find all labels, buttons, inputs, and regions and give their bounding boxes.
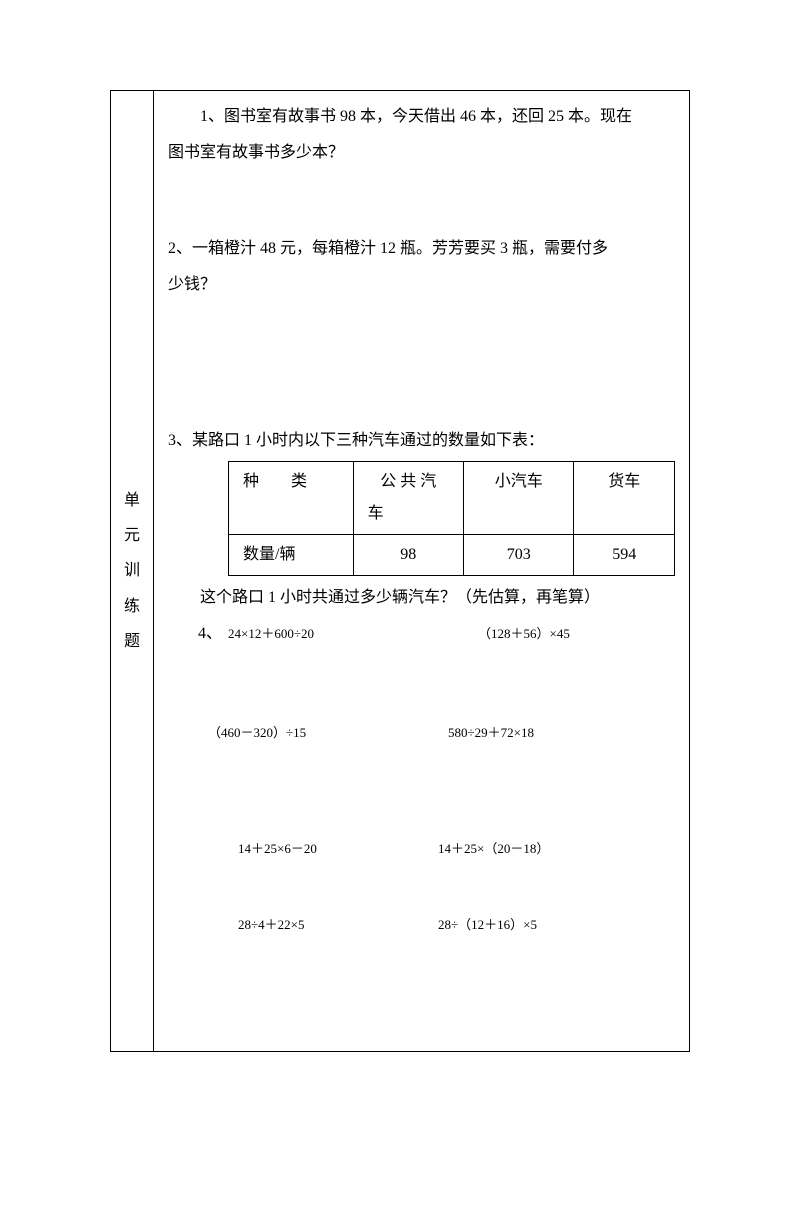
table-head-car: 小汽车 xyxy=(463,462,573,535)
side-char: 单 xyxy=(124,483,140,518)
eq-1b: （128＋56）×45 xyxy=(478,621,570,647)
eq-1a: 24×12＋600÷20 xyxy=(228,621,478,647)
table-head-bus-2: 车 xyxy=(364,498,453,530)
eq-2a: （460－320）÷15 xyxy=(208,720,448,746)
vehicle-table: 种 类 公 共 汽 车 小汽车 货车 数量/辆 98 703 594 xyxy=(228,461,675,576)
question-3-ask: 这个路口 1 小时共通过多少辆汽车？（先估算，再笔算） xyxy=(168,582,675,614)
eq-4b: 28÷（12＋16）×5 xyxy=(438,912,537,938)
question-3-intro: 3、某路口 1 小时内以下三种汽车通过的数量如下表： xyxy=(168,425,675,457)
question-4-row3: 14＋25×6－20 14＋25×（20－18） xyxy=(238,836,675,862)
question-4-row2: （460－320）÷15 580÷29＋72×18 xyxy=(208,720,675,746)
worksheet-frame: 单 元 训 练 题 1、图书室有故事书 98 本，今天借出 46 本，还回 25… xyxy=(110,90,690,1052)
table-head-type: 种 类 xyxy=(229,462,354,535)
eq-2b: 580÷29＋72×18 xyxy=(448,720,534,746)
question-1-line1: 1、图书室有故事书 98 本，今天借出 46 本，还回 25 本。现在 xyxy=(168,101,675,133)
table-head-bus-1: 公 共 汽 xyxy=(364,466,453,498)
table-val-bus: 98 xyxy=(353,535,463,576)
side-char: 练 xyxy=(124,589,140,624)
table-row-label: 数量/辆 xyxy=(229,535,354,576)
table-val-truck: 594 xyxy=(574,535,675,576)
side-label-column: 单 元 训 练 题 xyxy=(111,91,154,1051)
side-char: 题 xyxy=(124,624,140,659)
table-head-truck: 货车 xyxy=(574,462,675,535)
table-val-car: 703 xyxy=(463,535,573,576)
side-char: 训 xyxy=(124,553,140,588)
main-content: 1、图书室有故事书 98 本，今天借出 46 本，还回 25 本。现在 图书室有… xyxy=(154,91,689,1051)
question-1-line2: 图书室有故事书多少本？ xyxy=(168,137,675,169)
question-4-number: 4、 xyxy=(198,618,222,650)
eq-4a: 28÷4＋22×5 xyxy=(238,912,438,938)
question-2-line1: 2、一箱橙汁 48 元，每箱橙汁 12 瓶。芳芳要买 3 瓶，需要付多 xyxy=(168,233,675,265)
eq-3a: 14＋25×6－20 xyxy=(238,836,438,862)
eq-3b: 14＋25×（20－18） xyxy=(438,836,549,862)
question-2-line2: 少钱？ xyxy=(168,269,675,301)
side-char: 元 xyxy=(124,518,140,553)
question-4-row1: 4、 24×12＋600÷20 （128＋56）×45 xyxy=(198,618,675,650)
question-4-row4: 28÷4＋22×5 28÷（12＋16）×5 xyxy=(238,912,675,938)
